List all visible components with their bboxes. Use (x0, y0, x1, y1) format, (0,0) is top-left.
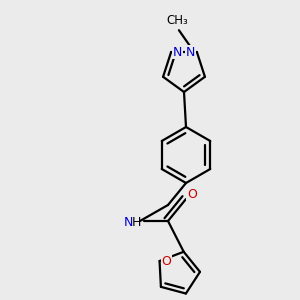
Text: N: N (186, 46, 195, 59)
Text: N: N (173, 46, 182, 59)
Text: H: H (131, 217, 141, 230)
Text: O: O (162, 254, 172, 268)
Text: CH₃: CH₃ (166, 14, 188, 27)
Text: O: O (187, 188, 197, 202)
Text: N: N (123, 217, 133, 230)
